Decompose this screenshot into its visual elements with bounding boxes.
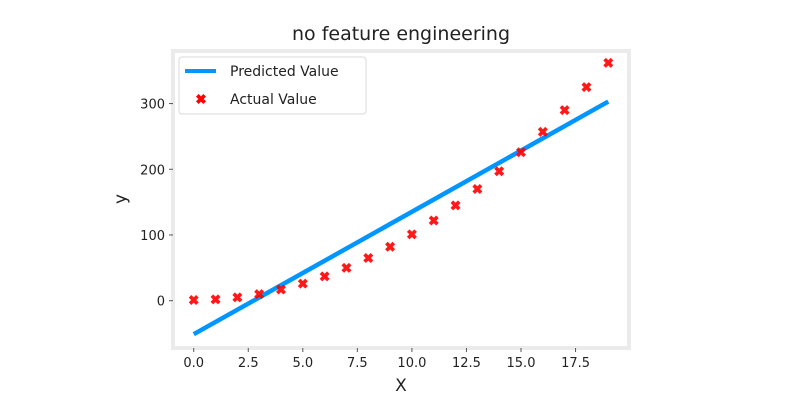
x-tick-label: 10.0 xyxy=(397,356,426,371)
actual-value-point xyxy=(188,295,199,306)
x-axis-label: X xyxy=(395,376,407,396)
actual-value-point xyxy=(276,284,286,295)
y-tick-label: 0 xyxy=(157,295,165,310)
x-tick-label: 0.0 xyxy=(183,356,204,371)
legend-swatch-actual xyxy=(196,94,206,104)
actual-value-point xyxy=(450,200,461,211)
series-layer xyxy=(188,57,614,337)
legend-label-predicted: Predicted Value xyxy=(230,64,339,80)
y-axis-ticks: 0 100 200 300 xyxy=(140,98,173,310)
x-axis-ticks: 0.0 2.5 5.0 7.5 10.0 12.5 15.0 17.5 xyxy=(183,348,590,371)
actual-value-point xyxy=(472,183,483,194)
actual-value-point xyxy=(319,271,330,282)
legend: Predicted Value Actual Value xyxy=(178,56,367,115)
actual-value-point xyxy=(297,278,308,289)
actual-value-point xyxy=(341,262,352,273)
actual-value-point xyxy=(537,126,548,137)
actual-value-point xyxy=(385,241,396,252)
y-tick-label: 300 xyxy=(140,98,165,113)
legend-label-actual: Actual Value xyxy=(230,92,317,108)
y-axis-label: y xyxy=(111,194,131,204)
actual-value-point xyxy=(494,166,505,177)
actual-value-point xyxy=(516,147,526,158)
actual-value-point xyxy=(232,292,243,303)
x-tick-label: 2.5 xyxy=(238,356,259,371)
actual-value-point xyxy=(406,229,417,240)
y-tick-label: 200 xyxy=(140,163,165,178)
actual-value-point xyxy=(254,289,265,300)
x-tick-label: 15.0 xyxy=(507,356,536,371)
actual-value-point xyxy=(363,252,374,263)
legend-box xyxy=(178,56,367,115)
chart-title: no feature engineering xyxy=(292,23,510,45)
y-tick-label: 100 xyxy=(140,229,165,244)
x-tick-label: 12.5 xyxy=(452,356,481,371)
x-tick-label: 17.5 xyxy=(561,356,590,371)
x-tick-label: 5.0 xyxy=(292,356,313,371)
actual-value-point xyxy=(210,294,221,305)
actual-value-point xyxy=(428,215,439,226)
actual-value-point xyxy=(559,105,570,116)
actual-value-point xyxy=(581,82,592,93)
x-tick-label: 7.5 xyxy=(347,356,368,371)
actual-value-point xyxy=(603,57,614,68)
